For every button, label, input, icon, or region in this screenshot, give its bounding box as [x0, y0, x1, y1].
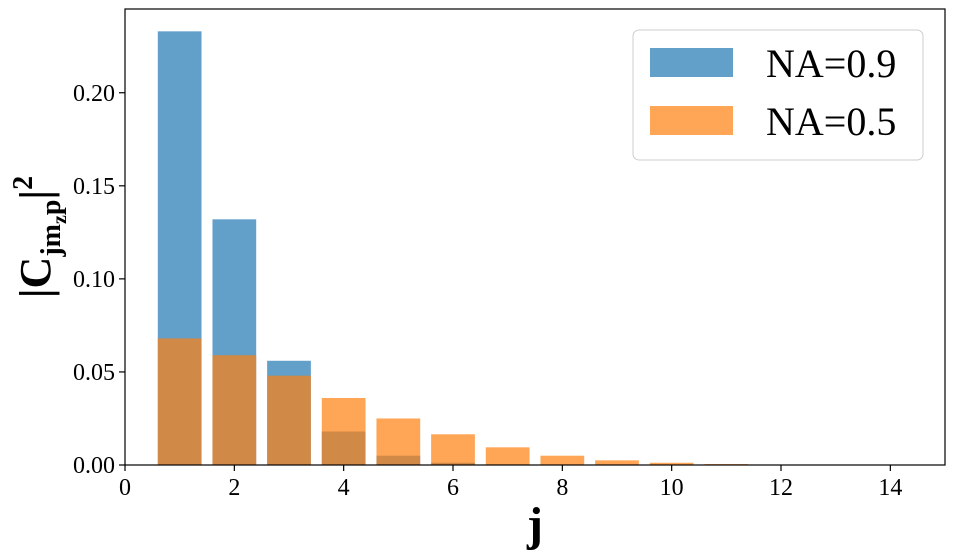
x-axis: 0 2 4 6 8 10 12 14 — [119, 465, 902, 501]
y-title-subscript: jm — [36, 224, 67, 258]
bar-1-j4 — [321, 397, 366, 465]
bar-1-j2 — [212, 355, 257, 465]
x-tick-label: 10 — [660, 475, 684, 501]
bars-layer — [157, 31, 858, 466]
bar-1-j3 — [267, 375, 311, 465]
x-tick-label: 2 — [228, 475, 240, 501]
y-tick-label: 0.20 — [73, 81, 115, 107]
bar-1-j8 — [540, 455, 585, 465]
y-title-subscript-tail: p — [36, 200, 67, 216]
legend-swatch-1 — [650, 106, 733, 135]
y-axis: 0.00 0.05 0.10 0.15 0.20 — [73, 81, 125, 479]
y-axis-title: |Cjmzp|2 — [8, 176, 71, 298]
bar-1-j6 — [431, 434, 475, 465]
y-tick-label: 0.00 — [73, 453, 115, 479]
bar-1-j7 — [485, 447, 530, 465]
x-tick-label: 14 — [878, 475, 902, 501]
x-tick-label: 0 — [119, 475, 131, 501]
y-title-superscript: 2 — [8, 176, 39, 190]
bar-1-j9 — [595, 460, 639, 465]
legend: NA=0.9 NA=0.5 — [632, 29, 924, 161]
bar-1-j1 — [157, 338, 202, 465]
x-tick-label: 8 — [556, 475, 568, 501]
x-tick-label: 6 — [447, 475, 459, 501]
y-title-subsubscript: z — [49, 215, 71, 224]
x-tick-label: 12 — [769, 475, 793, 501]
bar-1-j10 — [649, 462, 694, 465]
legend-label-0: NA=0.9 — [766, 41, 896, 86]
y-tick-label: 0.05 — [73, 360, 115, 386]
series-1 — [157, 338, 858, 465]
y-tick-label: 0.10 — [73, 267, 115, 293]
bar-1-j5 — [376, 418, 421, 465]
legend-swatch-0 — [650, 48, 733, 77]
y-tick-label: 0.15 — [73, 174, 115, 200]
x-axis-title: j — [526, 498, 543, 551]
legend-label-1: NA=0.5 — [766, 99, 896, 144]
x-tick-label: 4 — [338, 475, 350, 501]
y-title-suffix: | — [11, 190, 60, 200]
y-title-prefix: |C — [11, 257, 60, 298]
plot-frame — [124, 8, 946, 466]
